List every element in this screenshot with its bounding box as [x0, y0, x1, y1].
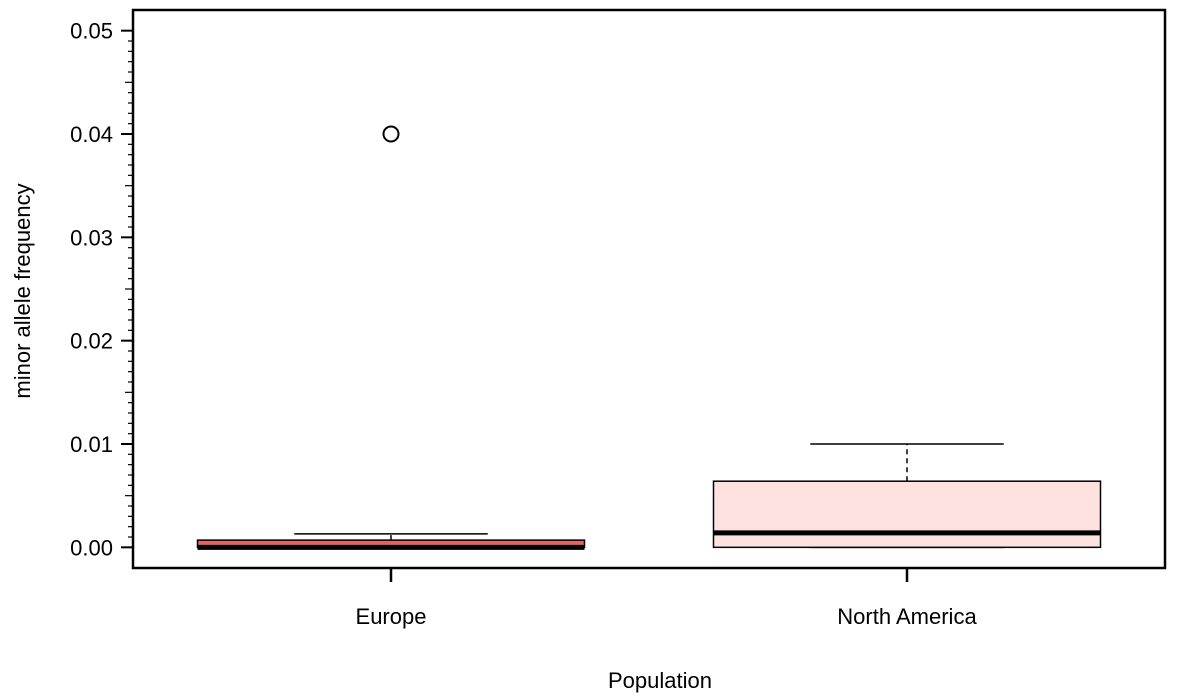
- y-tick-label: 0.00: [70, 535, 113, 560]
- outlier-point: [382, 125, 400, 143]
- box-iqr: [712, 480, 1102, 549]
- y-axis-title: minor allele frequency: [10, 183, 35, 398]
- y-tick-label: 0.05: [70, 19, 113, 44]
- box-north-america: [712, 443, 1102, 549]
- y-tick-label: 0.01: [70, 432, 113, 457]
- y-tick-label: 0.02: [70, 329, 113, 354]
- x-tick-label: Europe: [356, 604, 427, 629]
- box-europe: [196, 125, 586, 550]
- y-tick-label: 0.03: [70, 225, 113, 250]
- x-axis-title: Population: [608, 668, 712, 693]
- x-tick-label: North America: [837, 604, 977, 629]
- y-tick-label: 0.04: [70, 122, 113, 147]
